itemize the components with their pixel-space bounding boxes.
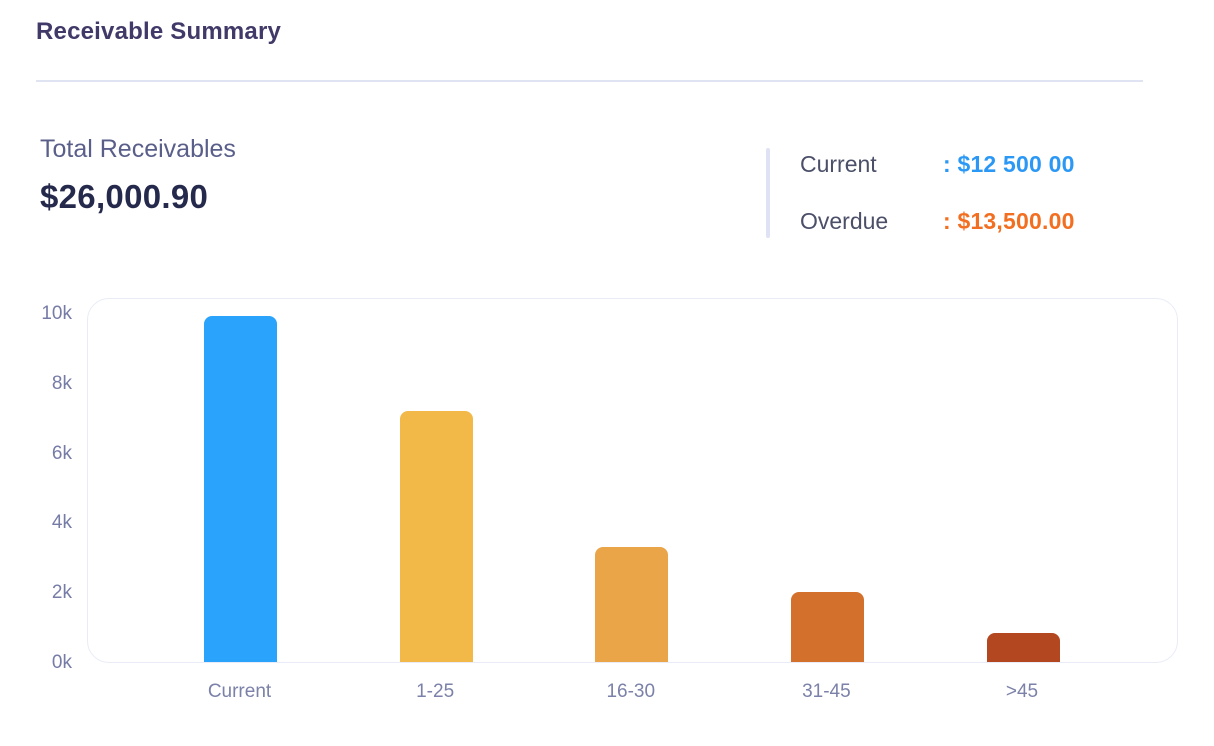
bar-Current[interactable] bbox=[204, 316, 277, 662]
x-axis-label-1-25: 1-25 bbox=[416, 681, 455, 702]
legend-value-current: : $12 500 00 bbox=[943, 150, 1075, 177]
legend-label-current: Current bbox=[800, 150, 877, 177]
x-axis-label-31-45: 31-45 bbox=[802, 681, 851, 702]
total-receivables-value: $26,000.90 bbox=[40, 178, 209, 215]
legend-row-overdue: Overdue : $13,500.00 bbox=[800, 206, 1075, 236]
y-axis-tick-10k: 10k bbox=[41, 303, 72, 324]
page-title: Receivable Summary bbox=[36, 18, 282, 45]
y-axis-tick-8k: 8k bbox=[51, 373, 72, 394]
y-axis: 10k 8k 6k 4k 2k 0k bbox=[0, 0, 72, 746]
bar-31-45[interactable] bbox=[790, 592, 864, 662]
total-receivables-label: Total Receivables bbox=[40, 135, 236, 163]
x-axis-label-16-30: 16-30 bbox=[606, 681, 656, 702]
bar->45[interactable] bbox=[986, 633, 1060, 662]
y-axis-tick-6k: 6k bbox=[51, 443, 72, 464]
receivable-aging-chart bbox=[87, 298, 1178, 663]
legend-value-overdue: : $13,500.00 bbox=[943, 207, 1075, 234]
x-axis-label->45: >45 bbox=[1005, 681, 1039, 702]
header-divider bbox=[36, 80, 1143, 82]
bar-1-25[interactable] bbox=[399, 411, 473, 662]
legend-label-overdue: Overdue bbox=[800, 207, 889, 234]
legend-row-current: Current : $12 500 00 bbox=[800, 149, 1075, 179]
y-axis-tick-4k: 4k bbox=[51, 512, 72, 533]
legend-separator bbox=[766, 148, 770, 238]
bar-16-30[interactable] bbox=[595, 547, 669, 662]
x-axis-label-Current: Current bbox=[207, 681, 272, 702]
y-axis-tick-0k: 0k bbox=[51, 652, 72, 673]
y-axis-tick-2k: 2k bbox=[51, 582, 72, 603]
legend: Current : $12 500 00 Overdue : $13,500.0… bbox=[800, 149, 1075, 236]
